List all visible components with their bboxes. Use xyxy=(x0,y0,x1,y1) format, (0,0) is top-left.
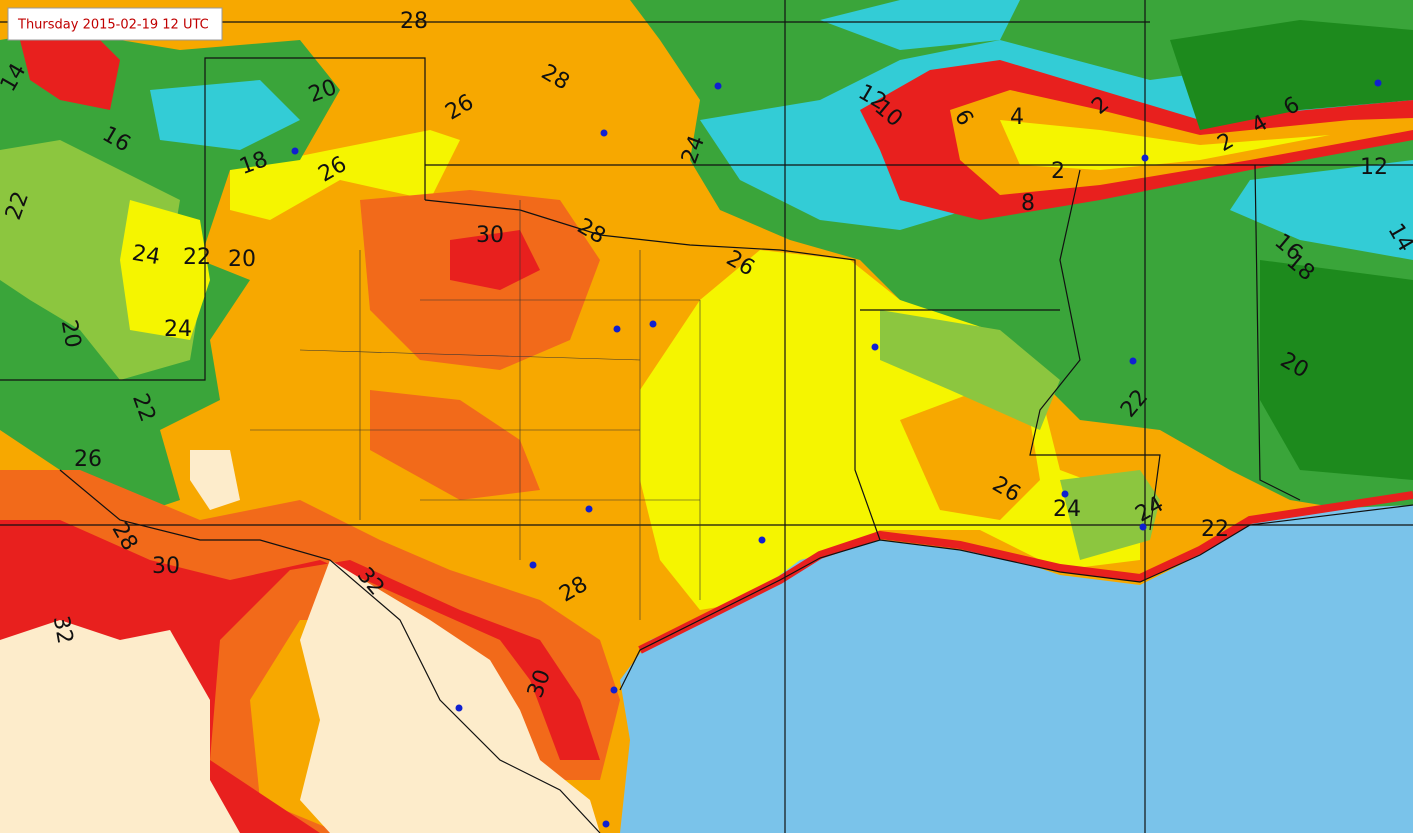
yellow-patch xyxy=(120,200,210,340)
city xyxy=(1374,79,1382,87)
city xyxy=(602,820,610,828)
contour-label: 30 xyxy=(152,554,180,579)
contour-label: 2 xyxy=(1051,159,1065,184)
contour-label: 26 xyxy=(74,447,102,472)
contour-label: 24 xyxy=(164,317,192,342)
cyan-patch xyxy=(820,0,1020,50)
cyan-patch xyxy=(1230,160,1413,260)
orange-patch xyxy=(900,390,1040,520)
city xyxy=(600,129,608,137)
title-box xyxy=(7,7,223,41)
contour-label: 20 xyxy=(228,247,256,272)
contour-label: 12 xyxy=(1360,155,1388,180)
red-patch xyxy=(20,20,120,110)
city xyxy=(1129,357,1137,365)
city xyxy=(529,561,537,569)
yellow-field xyxy=(640,250,1140,610)
beige-patch xyxy=(190,450,240,510)
city xyxy=(1141,154,1149,162)
state-border xyxy=(424,199,881,541)
contour-label: 22 xyxy=(183,245,211,270)
contour-label: 24 xyxy=(130,241,162,270)
city xyxy=(1061,490,1069,498)
state-border xyxy=(0,57,426,381)
contour-label: 20 xyxy=(56,318,85,350)
red-patch xyxy=(450,230,540,290)
city xyxy=(1139,523,1147,531)
yellow-patch xyxy=(230,130,460,220)
county-lines xyxy=(250,200,701,620)
gulf xyxy=(620,505,1413,833)
yellow-band xyxy=(1000,120,1330,170)
contour-label: 4 xyxy=(1010,105,1024,130)
city xyxy=(455,704,463,712)
city xyxy=(649,320,657,328)
map-title: Thursday 2015-02-19 12 UTC xyxy=(17,18,209,33)
city xyxy=(610,686,618,694)
dark-green xyxy=(1260,260,1413,480)
red-orange xyxy=(370,390,540,500)
contour-label: 22 xyxy=(1201,517,1229,542)
border-river xyxy=(59,469,601,833)
light-green xyxy=(1060,470,1160,560)
beige-field xyxy=(300,560,600,833)
city xyxy=(585,505,593,513)
cyan-patch xyxy=(150,80,300,150)
city xyxy=(758,536,766,544)
city xyxy=(871,343,879,351)
light-green xyxy=(880,310,1060,430)
city xyxy=(714,82,722,90)
contour-label: 24 xyxy=(1053,497,1081,522)
contour-label: 8 xyxy=(1021,191,1035,216)
coastline xyxy=(619,504,1413,691)
city xyxy=(613,325,621,333)
dark-green xyxy=(1170,20,1413,130)
cities xyxy=(291,79,1382,828)
beige-field xyxy=(0,620,240,833)
contour-label: 32 xyxy=(48,614,77,646)
contour-label: 28 xyxy=(400,9,428,34)
city xyxy=(291,147,299,155)
contour-label: 30 xyxy=(476,223,504,248)
state-border xyxy=(1029,164,1301,531)
